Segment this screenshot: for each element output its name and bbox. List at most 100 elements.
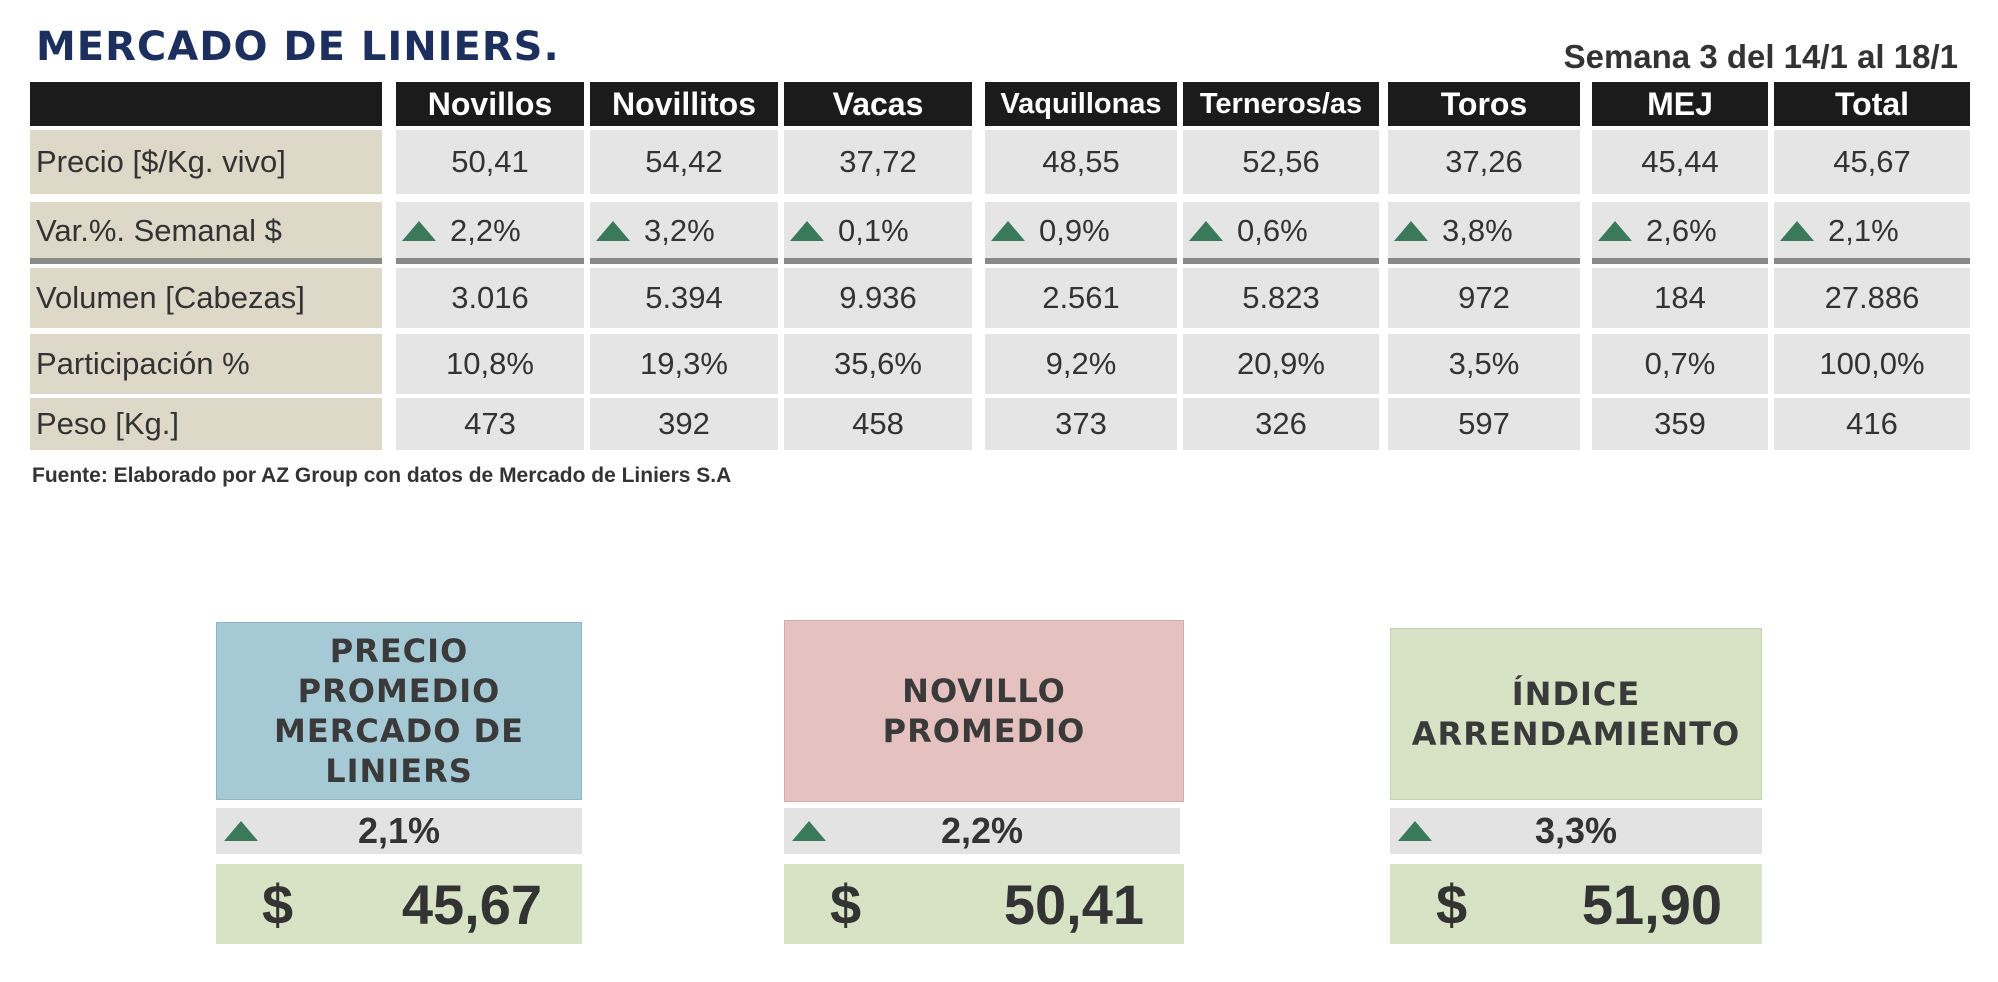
week-range: Semana 3 del 14/1 al 18/1	[1563, 38, 1958, 75]
variation-value: 0,6%	[1237, 213, 1308, 248]
table-row: Participación % 10,8% 19,3% 35,6% 9,2% 2…	[30, 334, 1970, 394]
variation-value: 0,1%	[838, 213, 909, 248]
card-title-line: LINIERS	[325, 752, 473, 790]
table-cell: 48,55	[985, 130, 1177, 194]
card-price: $ 50,41	[784, 864, 1184, 944]
variation-value: 2,2%	[940, 810, 1024, 851]
trend-up-icon	[1394, 221, 1428, 241]
page-title: MERCADO DE LINIERS.	[36, 24, 560, 70]
table-cell: 35,6%	[784, 334, 972, 394]
row-label: Participación %	[30, 334, 382, 394]
table-cell: 19,3%	[590, 334, 778, 394]
trend-up-icon	[991, 221, 1025, 241]
trend-up-icon	[790, 221, 824, 241]
card-title: NOVILLO PROMEDIO	[784, 620, 1184, 802]
table-cell: 3,2%	[590, 202, 778, 260]
table-cell: 3,5%	[1388, 334, 1580, 394]
row-separator	[30, 258, 382, 264]
table-cell: 52,56	[1183, 130, 1379, 194]
table-cell: 37,26	[1388, 130, 1580, 194]
card-variation: 2,1%	[216, 808, 582, 854]
header-blank	[30, 82, 382, 126]
row-separator	[784, 258, 972, 264]
trend-up-icon	[1598, 221, 1632, 241]
card-price: $ 45,67	[216, 864, 582, 944]
trend-up-icon	[596, 221, 630, 241]
row-separator	[1183, 258, 1379, 264]
row-separator	[590, 258, 778, 264]
table-cell: 2,2%	[396, 202, 584, 260]
variation-value: 3,8%	[1442, 213, 1513, 248]
trend-up-icon	[224, 821, 258, 841]
card-variation: 3,3%	[1390, 808, 1762, 854]
source-note: Fuente: Elaborado por AZ Group con datos…	[32, 464, 732, 487]
col-header: Vacas	[784, 82, 972, 126]
card-variation: 2,2%	[784, 808, 1180, 854]
card-title-line: NOVILLO	[902, 672, 1066, 710]
row-separator	[1592, 258, 1768, 264]
table-cell: 2.561	[985, 268, 1177, 328]
table-cell: 0,6%	[1183, 202, 1379, 260]
row-label: Var.%. Semanal $	[30, 202, 382, 260]
table-cell: 27.886	[1774, 268, 1970, 328]
table-cell: 0,7%	[1592, 334, 1768, 394]
table-cell: 458	[784, 398, 972, 450]
col-header: Terneros/as	[1183, 82, 1379, 126]
table-cell: 5.823	[1183, 268, 1379, 328]
col-header: Vaquillonas	[985, 82, 1177, 126]
table-cell: 3.016	[396, 268, 584, 328]
card-title: ÍNDICE ARRENDAMIENTO	[1390, 628, 1762, 800]
trend-up-icon	[402, 221, 436, 241]
table-cell: 473	[396, 398, 584, 450]
table-cell: 373	[985, 398, 1177, 450]
table-cell: 0,1%	[784, 202, 972, 260]
col-header: Total	[1774, 82, 1970, 126]
card-title-line: PROMEDIO	[297, 672, 501, 710]
price-value: 45,67	[401, 872, 542, 936]
table-cell: 45,67	[1774, 130, 1970, 194]
variation-value: 3,2%	[644, 213, 715, 248]
table-cell: 416	[1774, 398, 1970, 450]
col-header: MEJ	[1592, 82, 1768, 126]
table-cell: 0,9%	[985, 202, 1177, 260]
table-row: Precio [$/Kg. vivo] 50,41 54,42 37,72 48…	[30, 130, 1970, 194]
table-cell: 54,42	[590, 130, 778, 194]
table-cell: 326	[1183, 398, 1379, 450]
table-cell: 597	[1388, 398, 1580, 450]
table-cell: 45,44	[1592, 130, 1768, 194]
table-cell: 100,0%	[1774, 334, 1970, 394]
price-value: 51,90	[1581, 872, 1722, 936]
card-title-line: ARRENDAMIENTO	[1411, 715, 1741, 753]
table-cell: 3,8%	[1388, 202, 1580, 260]
row-separator	[1388, 258, 1580, 264]
table-header: Novillos Novillitos Vacas Vaquillonas Te…	[30, 82, 1970, 126]
table-cell: 972	[1388, 268, 1580, 328]
variation-value: 0,9%	[1039, 213, 1110, 248]
table-cell: 9,2%	[985, 334, 1177, 394]
table-cell: 5.394	[590, 268, 778, 328]
card-title-line: PROMEDIO	[882, 712, 1086, 750]
row-label: Volumen [Cabezas]	[30, 268, 382, 328]
currency-symbol: $	[262, 872, 294, 936]
table-cell: 392	[590, 398, 778, 450]
table-cell: 50,41	[396, 130, 584, 194]
table-cell: 9.936	[784, 268, 972, 328]
row-separator	[985, 258, 1177, 264]
table-cell: 37,72	[784, 130, 972, 194]
table-cell: 359	[1592, 398, 1768, 450]
variation-value: 2,2%	[450, 213, 521, 248]
variation-value: 2,1%	[357, 810, 441, 851]
table-cell: 184	[1592, 268, 1768, 328]
col-header: Toros	[1388, 82, 1580, 126]
currency-symbol: $	[830, 872, 862, 936]
currency-symbol: $	[1436, 872, 1468, 936]
variation-value: 3,3%	[1534, 810, 1618, 851]
row-separator	[1774, 258, 1970, 264]
row-label: Precio [$/Kg. vivo]	[30, 130, 382, 194]
card-price: $ 51,90	[1390, 864, 1762, 944]
card-title-line: MERCADO DE	[274, 712, 524, 750]
table-row: Peso [Kg.] 473 392 458 373 326 597 359 4…	[30, 398, 1970, 450]
trend-up-icon	[792, 821, 826, 841]
table-row: Var.%. Semanal $ 2,2% 3,2% 0,1% 0,9% 0,6…	[30, 202, 1970, 260]
table-cell: 2,1%	[1774, 202, 1970, 260]
